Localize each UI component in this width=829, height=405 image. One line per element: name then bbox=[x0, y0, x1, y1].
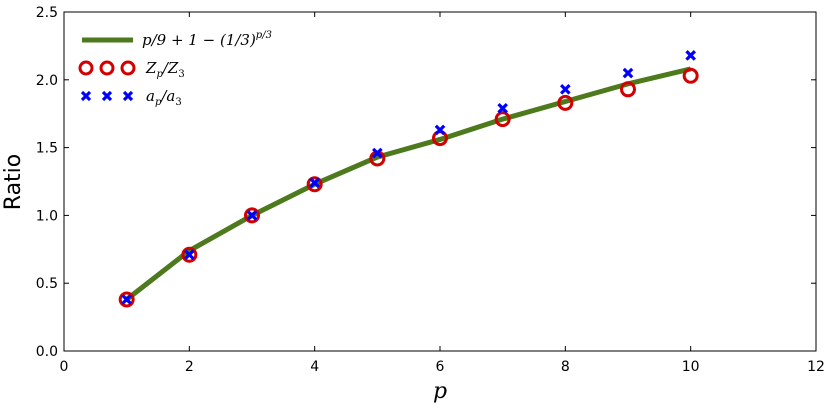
data-point-circle bbox=[494, 111, 511, 128]
y-tick-label: 2.0 bbox=[36, 73, 58, 89]
data-point-x bbox=[685, 50, 696, 61]
data-point-x-stroke bbox=[184, 249, 195, 261]
data-point-x-stroke bbox=[560, 83, 571, 95]
x-tick-label: 10 bbox=[682, 359, 700, 375]
data-point-x bbox=[372, 147, 383, 159]
data-point-x-stroke bbox=[246, 210, 258, 221]
y-tick-label: 2.5 bbox=[36, 5, 58, 21]
data-point-x bbox=[434, 124, 446, 136]
data-point-x-stroke bbox=[372, 147, 383, 159]
data-point-x-stroke bbox=[497, 102, 508, 114]
y-tick-label: 0.0 bbox=[36, 344, 58, 360]
data-point-x-stroke bbox=[121, 294, 132, 305]
x-tick-label: 8 bbox=[561, 359, 570, 375]
plot-area bbox=[118, 50, 699, 308]
x-tick-label: 2 bbox=[185, 359, 194, 375]
x-axis-title: p bbox=[433, 379, 447, 404]
data-point-circle bbox=[620, 81, 636, 98]
y-tick-label: 1.5 bbox=[36, 141, 58, 157]
axes: 0 2 4 6 8 10 12 0.0 0.5 1.0 1.5 2.0 2.5 bbox=[36, 5, 825, 375]
data-point-x-stroke bbox=[309, 177, 320, 189]
data-point-x bbox=[121, 294, 132, 305]
x-tick-label: 12 bbox=[807, 359, 825, 375]
legend-label-line: p/9 + 1 − (1/3)p/3 bbox=[142, 30, 272, 49]
x-tick-label: 6 bbox=[436, 359, 445, 375]
data-point-x bbox=[246, 210, 258, 221]
series-line bbox=[125, 66, 692, 302]
legend-circle-marker bbox=[120, 60, 136, 76]
data-point-x-stroke bbox=[434, 124, 446, 136]
y-tick-label: 0.5 bbox=[36, 276, 58, 292]
legend-circle-marker bbox=[78, 60, 94, 76]
data-point-circle bbox=[682, 67, 699, 84]
data-point-circle bbox=[306, 176, 323, 193]
legend-label-a: ap/a3 bbox=[146, 87, 182, 108]
legend-x-marker bbox=[80, 90, 134, 102]
x-tick-label: 0 bbox=[60, 359, 69, 375]
data-point-x bbox=[184, 249, 195, 261]
data-point-x bbox=[622, 67, 634, 79]
legend-circle-marker bbox=[99, 60, 115, 76]
legend-label-z: Zp/Z3 bbox=[145, 59, 185, 80]
data-point-circle bbox=[181, 246, 198, 263]
data-point-circle bbox=[244, 207, 260, 224]
y-axis-title: Ratio bbox=[1, 154, 26, 210]
data-point-x bbox=[497, 102, 508, 114]
data-point-x bbox=[560, 83, 571, 95]
x-tick-label: 4 bbox=[310, 359, 319, 375]
legend: p/9 + 1 − (1/3)p/3 Zp/Z3 ap/a3 bbox=[78, 30, 272, 108]
y-tick-label: 1.0 bbox=[36, 208, 58, 224]
data-point-x bbox=[309, 177, 320, 189]
data-point-x-stroke bbox=[685, 50, 696, 61]
data-point-x-stroke bbox=[622, 67, 634, 79]
data-point-circle bbox=[118, 291, 135, 308]
data-point-circle bbox=[557, 94, 574, 111]
